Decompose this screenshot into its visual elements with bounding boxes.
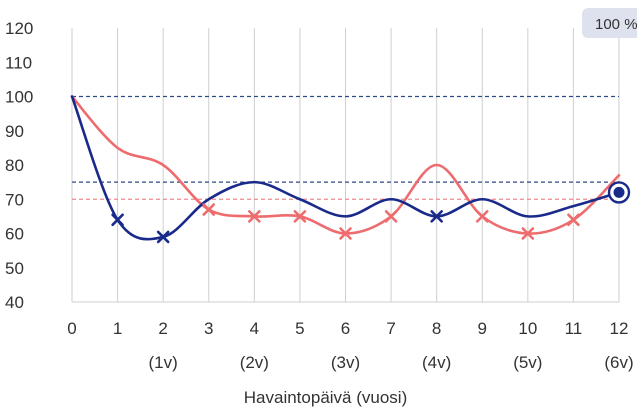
x-marker [111,213,124,227]
x-year-label: (3v) [331,353,360,372]
x-tick-label: 0 [67,319,76,338]
percent-badge: 100 % [582,8,637,38]
x-marker-stroke [339,227,352,240]
x-marker-stroke [521,227,535,240]
y-tick-label: 100 [5,88,33,107]
x-marker [248,210,261,223]
x-marker-stroke [567,213,580,227]
x-tick-label: 3 [204,319,213,338]
x-year-label: (1v) [149,353,178,372]
badge-label: 100 % [595,16,637,33]
x-tick-label: 2 [158,319,167,338]
x-marker [384,210,398,223]
y-tick-label: 40 [5,293,24,312]
x-marker-stroke [430,210,443,223]
x-year-label: (6v) [604,353,633,372]
x-axis-year-labels: (1v) (2v) (3v) (4v) (5v) (6v) [149,353,634,372]
x-marker [156,230,170,244]
y-tick-label: 120 [5,19,33,38]
x-axis-ticks: 0 1 2 3 4 5 6 7 8 9 10 11 12 [67,319,628,338]
x-marker [339,227,352,240]
badge-background [582,8,637,38]
x-tick-label: 8 [432,319,441,338]
x-year-label: (2v) [240,353,269,372]
x-tick-label: 5 [295,319,304,338]
x-tick-label: 4 [250,319,259,338]
x-marker-stroke [475,210,489,223]
x-marker [430,210,443,223]
x-marker-stroke [248,210,261,223]
x-marker [567,213,580,227]
x-marker-stroke [156,230,170,244]
x-tick-label: 9 [478,319,487,338]
x-tick-label: 11 [565,319,583,338]
y-tick-label: 80 [5,156,24,175]
x-marker-stroke [384,210,398,223]
x-tick-label: 7 [386,319,395,338]
vertical-grid [71,28,620,303]
x-tick-label: 10 [518,319,537,338]
x-tick-label: 6 [341,319,350,338]
series-markers [111,181,631,244]
y-tick-label: 90 [5,122,24,141]
y-tick-label: 70 [5,190,24,209]
x-marker [475,210,489,223]
y-tick-label: 50 [5,259,24,278]
end-marker-dot [613,186,625,198]
y-tick-label: 110 [5,53,32,72]
x-year-label: (5v) [513,353,542,372]
reference-lines [72,95,619,200]
x-marker [521,227,535,240]
x-tick-label: 1 [113,319,122,338]
y-axis-ticks: 40 50 60 70 80 90 100 110 120 [5,19,33,312]
x-marker-stroke [111,213,124,227]
x-marker [293,210,307,223]
x-axis-label: Havaintopäivä (vuosi) [244,388,407,407]
series-line [70,95,621,241]
x-marker-stroke [202,203,216,216]
x-marker [202,203,216,216]
x-marker-stroke [293,210,307,223]
y-tick-label: 60 [5,225,24,244]
x-tick-label: 12 [610,319,629,338]
x-year-label: (4v) [422,353,451,372]
